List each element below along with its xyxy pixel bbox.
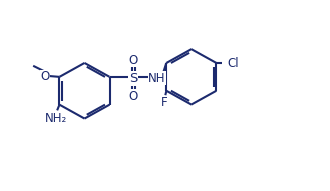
Text: NH: NH	[148, 72, 166, 85]
Text: O: O	[129, 90, 138, 103]
Text: O: O	[129, 54, 138, 67]
Text: S: S	[129, 72, 137, 85]
Text: NH₂: NH₂	[44, 112, 67, 125]
Text: Cl: Cl	[227, 57, 239, 70]
Text: F: F	[161, 96, 168, 109]
Text: O: O	[40, 70, 49, 83]
